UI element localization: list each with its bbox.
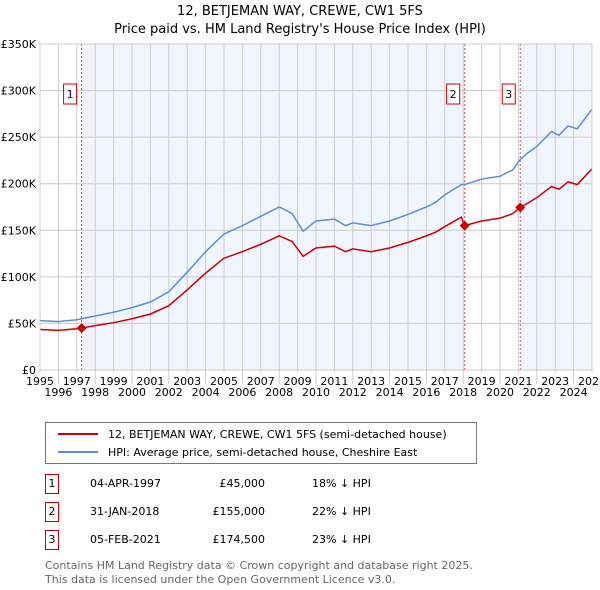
x-tick-label: 2022 [523, 386, 551, 399]
legend-swatch [58, 451, 98, 453]
y-tick-label: £350K [1, 38, 37, 51]
sale-delta: 22% ↓ HPI [312, 505, 371, 518]
sale-price: £174,500 [212, 533, 266, 546]
price-paid-line [39, 168, 593, 332]
chart-title: 12, BETJEMAN WAY, CREWE, CW1 5FS [177, 4, 423, 19]
x-tick-label: 2018 [449, 386, 477, 399]
sale-number: 1 [45, 474, 59, 494]
sale-price: £45,000 [219, 477, 266, 490]
x-tick-label: 2000 [118, 386, 146, 399]
x-tick-label: 2008 [265, 386, 293, 399]
x-tick-label: 2009 [284, 375, 312, 388]
sale-row: 2 31-JAN-2018 £155,000 22% ↓ HPI [45, 502, 445, 522]
x-tick-label: 2015 [394, 375, 422, 388]
y-tick-label: £300K [1, 85, 37, 98]
sale-row: 1 04-APR-1997 £45,000 18% ↓ HPI [45, 474, 445, 494]
x-tick-label: 2012 [339, 386, 367, 399]
shaded-period [520, 44, 592, 370]
sale-marker-box [446, 83, 461, 105]
x-tick-label: 2017 [431, 375, 459, 388]
sale-delta: 18% ↓ HPI [312, 477, 371, 490]
sale-point [515, 202, 526, 213]
y-tick-label: £100K [1, 271, 37, 284]
sale-price: £155,000 [212, 505, 266, 518]
x-tick-label: 2021 [504, 375, 532, 388]
plot-frame [39, 43, 593, 371]
x-tick-label: 1995 [26, 375, 54, 388]
legend: 12, BETJEMAN WAY, CREWE, CW1 5FS (semi-d… [45, 422, 477, 464]
x-tick-label: 2002 [155, 386, 183, 399]
legend-item-hpi: HPI: Average price, semi-detached house,… [58, 444, 417, 460]
y-tick-label: £50K [8, 317, 37, 330]
x-tick-label: 2019 [468, 375, 496, 388]
x-tick-label: 1996 [44, 386, 72, 399]
y-tick-label: £0 [22, 364, 36, 377]
x-tick-label: 2004 [192, 386, 220, 399]
x-tick-label: 2014 [376, 386, 404, 399]
y-tick-label: £200K [1, 178, 37, 191]
x-tick-label: 2010 [302, 386, 330, 399]
legend-label: HPI: Average price, semi-detached house,… [108, 445, 418, 459]
chart: 1995199619971998199920002001200220032004… [1, 38, 600, 399]
x-tick-label: 2005 [210, 375, 238, 388]
legend-swatch [58, 433, 98, 435]
sale-marker-label: 2 [450, 88, 457, 101]
footer-line-1: Contains HM Land Registry data © Crown c… [45, 559, 473, 572]
y-tick-label: £150K [1, 224, 37, 237]
x-tick-label: 2024 [560, 386, 588, 399]
y-tick-label: £250K [1, 131, 37, 144]
legend-item-price: 12, BETJEMAN WAY, CREWE, CW1 5FS (semi-d… [58, 426, 447, 442]
sale-marker-label: 3 [505, 88, 512, 101]
sale-number: 3 [45, 530, 59, 550]
sale-delta: 23% ↓ HPI [312, 533, 371, 546]
x-tick-label: 2001 [136, 375, 164, 388]
sale-point [459, 220, 470, 231]
sale-row: 3 05-FEB-2021 £174,500 23% ↓ HPI [45, 530, 445, 550]
x-tick-label: 2007 [247, 375, 275, 388]
footer-line-2: This data is licensed under the Open Gov… [45, 573, 396, 586]
chart-subtitle: Price paid vs. HM Land Registry's House … [114, 22, 486, 37]
legend-label: 12, BETJEMAN WAY, CREWE, CW1 5FS (semi-d… [108, 427, 447, 441]
sale-number: 2 [45, 502, 59, 522]
sale-marker-box [63, 83, 78, 105]
x-tick-label: 1999 [100, 375, 128, 388]
shaded-period [81, 44, 465, 370]
x-tick-label: 1997 [63, 375, 91, 388]
x-tick-label: 2006 [228, 386, 256, 399]
x-tick-label: 2020 [486, 386, 514, 399]
x-tick-label: 2013 [357, 375, 385, 388]
sale-marker-label: 1 [67, 88, 74, 101]
x-tick-label: 2025 [578, 375, 600, 388]
x-tick-label: 2023 [541, 375, 569, 388]
x-tick-label: 1998 [81, 386, 109, 399]
sale-date: 05-FEB-2021 [90, 533, 161, 546]
sale-date: 04-APR-1997 [90, 477, 162, 490]
x-tick-label: 2003 [173, 375, 201, 388]
sale-point [76, 323, 87, 334]
x-tick-label: 2016 [412, 386, 440, 399]
x-tick-label: 2011 [320, 375, 348, 388]
hpi-line [39, 108, 593, 323]
sale-marker-box [501, 83, 516, 105]
sale-date: 31-JAN-2018 [90, 505, 160, 518]
